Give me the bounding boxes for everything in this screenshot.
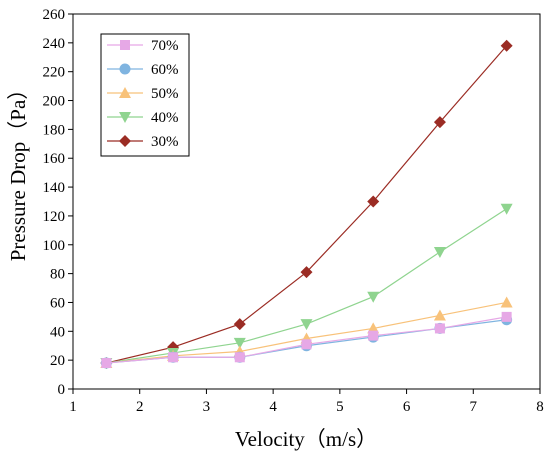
data-point-70pct — [434, 323, 445, 334]
data-point-50pct — [500, 296, 513, 308]
legend: 70% 60% 50% 40% 30% — [100, 33, 190, 157]
data-point-30pct — [367, 195, 380, 208]
y-tick-label: 240 — [43, 36, 66, 52]
data-point-70pct — [234, 352, 245, 363]
y-tick-label: 160 — [43, 151, 66, 167]
data-point-70pct — [168, 352, 179, 363]
y-tick-label: 260 — [43, 7, 66, 23]
data-point-70pct — [368, 330, 379, 341]
y-tick-label: 20 — [50, 353, 65, 369]
data-point-30pct — [433, 116, 446, 129]
legend-marker-60pct — [119, 63, 131, 75]
y-tick-label: 140 — [43, 180, 66, 196]
y-tick-label: 0 — [58, 382, 66, 398]
y-tick-label: 80 — [50, 267, 65, 283]
data-point-40pct — [433, 246, 446, 258]
y-tick-label: 200 — [43, 94, 66, 110]
legend-box — [100, 33, 190, 157]
y-tick-label: 180 — [43, 122, 66, 138]
x-tick-label: 8 — [536, 399, 544, 415]
y-axis-title: Pressure Drop（Pa） — [6, 79, 30, 262]
series-50pct — [100, 296, 513, 369]
axes: 1 2 3 4 5 6 7 802040608010012014016018020022024… — [43, 7, 544, 415]
x-tick-label: 6 — [403, 399, 411, 415]
series-70pct — [101, 311, 512, 369]
plot-frame — [72, 13, 541, 390]
y-tick-label: 60 — [50, 295, 65, 311]
data-point-70pct — [301, 339, 312, 350]
legend-label-60pct: 60% — [151, 62, 179, 78]
data-point-30pct — [233, 318, 246, 331]
legend-label-70pct: 70% — [151, 38, 179, 54]
x-tick-label: 4 — [269, 399, 277, 415]
legend-marker-70pct — [120, 40, 130, 50]
data-point-70pct — [501, 311, 512, 322]
y-tick-label: 100 — [43, 238, 66, 254]
legend-label-50pct: 50% — [151, 86, 179, 102]
x-tick-label: 3 — [203, 399, 211, 415]
data-point-50pct — [433, 309, 446, 321]
legend-marker-40pct — [119, 112, 131, 123]
data-point-30pct — [500, 39, 513, 52]
series-layer — [100, 39, 513, 370]
data-point-30pct — [300, 266, 313, 279]
x-tick-label: 5 — [336, 399, 344, 415]
legend-label-40pct: 40% — [151, 110, 179, 126]
data-point-40pct — [233, 337, 246, 349]
x-tick-label: 7 — [470, 399, 478, 415]
x-tick-label: 2 — [136, 399, 144, 415]
legend-marker-50pct — [119, 87, 131, 98]
y-tick-label: 220 — [43, 65, 66, 81]
x-axis-title: Velocity（m/s） — [235, 427, 377, 451]
data-point-70pct — [101, 358, 112, 369]
data-point-40pct — [500, 203, 513, 215]
x-tick-label: 1 — [69, 399, 77, 415]
data-point-40pct — [300, 319, 313, 331]
data-point-40pct — [367, 291, 380, 303]
y-tick-label: 120 — [43, 209, 66, 225]
y-tick-label: 40 — [50, 324, 65, 340]
legend-label-30pct: 30% — [151, 134, 179, 150]
legend-marker-30pct — [119, 135, 131, 147]
